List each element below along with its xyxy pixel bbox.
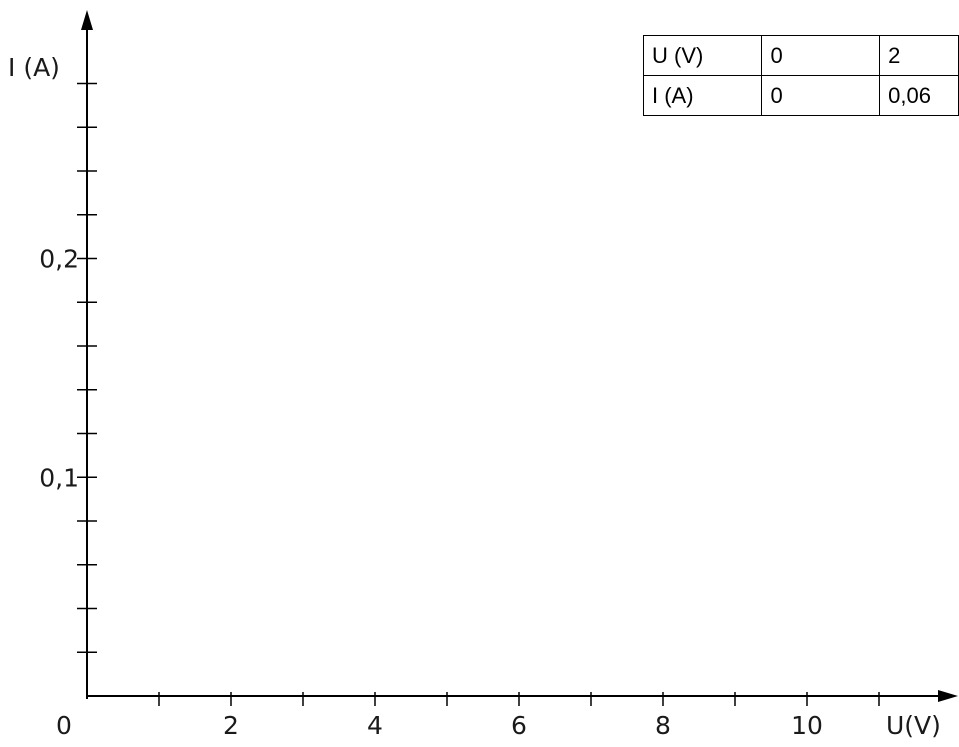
table-row: U (V) 0 2: [644, 36, 959, 76]
table-row: I (A) 0 0,06: [644, 76, 959, 116]
table-cell: 0: [762, 76, 880, 116]
x-axis-arrow: [938, 690, 958, 702]
x-tick-label: 2: [223, 711, 239, 740]
x-tick-label: 8: [655, 711, 671, 740]
x-tick-label: 6: [511, 711, 527, 740]
y-tick-label: 0,1: [39, 463, 79, 492]
data-table: U (V) 0 2 I (A) 0 0,06: [643, 35, 959, 116]
table-cell: 0,06: [880, 76, 959, 116]
y-tick-label: 0,2: [39, 245, 79, 274]
x-ticks: [159, 692, 879, 706]
y-axis-arrow: [81, 10, 93, 30]
x-axis-label: U(V): [886, 711, 941, 740]
y-axis-label: I (A): [8, 53, 60, 82]
x-tick-label: 4: [367, 711, 383, 740]
x-tick-label: 0: [56, 711, 72, 740]
x-tick-labels: 0 2 4 6 8 10: [56, 711, 823, 740]
table-cell: I (A): [644, 76, 762, 116]
table-cell: 2: [880, 36, 959, 76]
table-cell: 0: [762, 36, 880, 76]
x-tick-label: 10: [791, 711, 823, 740]
y-tick-labels: 0,1 0,2: [39, 245, 79, 493]
table-cell: U (V): [644, 36, 762, 76]
